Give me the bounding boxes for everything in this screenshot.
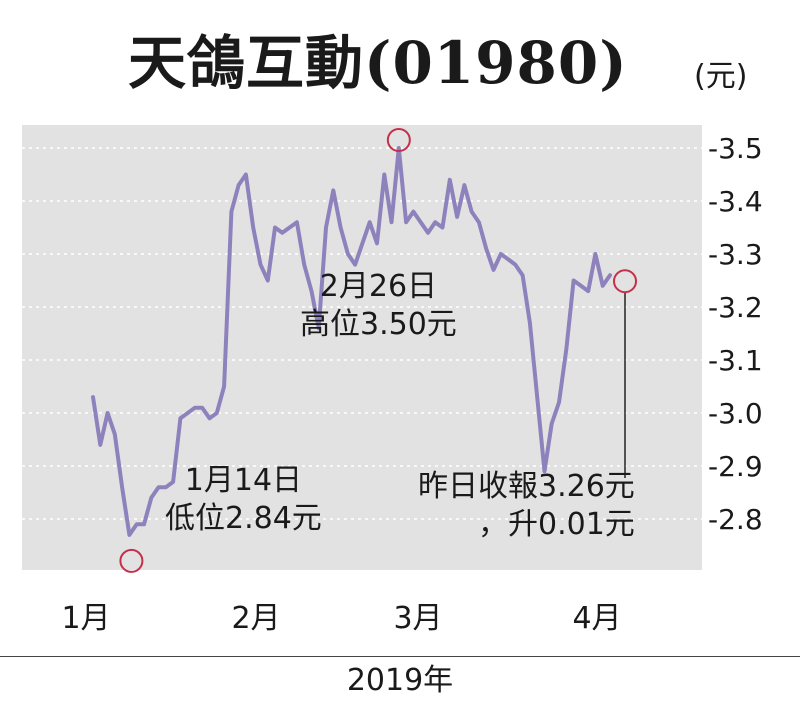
y-axis-unit: (元) xyxy=(694,59,748,94)
high-point-marker xyxy=(386,128,411,152)
y-tick-label: -3.3 xyxy=(708,238,763,271)
close-annotation: 昨日收報3.26元 ，升0.01元 xyxy=(418,468,635,544)
close-annotation-price: 昨日收報3.26元 xyxy=(418,469,635,504)
month-label: 4月 xyxy=(572,601,621,636)
plot-area xyxy=(22,125,702,570)
high-annotation-date: 2月26日 xyxy=(319,269,438,304)
y-tick-label: -3.0 xyxy=(708,397,763,430)
low-annotation-value: 低位2.84元 xyxy=(165,501,322,536)
low-point-marker xyxy=(119,548,144,573)
y-tick-label: -2.9 xyxy=(708,450,763,483)
y-tick-label: -2.8 xyxy=(708,503,763,536)
y-tick-label: -3.5 xyxy=(708,132,763,165)
x-axis-month-labels: 1月 2月 3月 4月 xyxy=(61,601,621,636)
month-label: 1月 xyxy=(61,601,110,636)
low-annotation-date: 1月14日 xyxy=(184,463,303,498)
month-label: 3月 xyxy=(393,601,442,636)
y-axis-ticks: -2.8 -2.9 -3.0 -3.1 -3.2 -3.3 -3.4 -3.5 xyxy=(708,132,763,536)
low-annotation: 1月14日 低位2.84元 xyxy=(165,462,322,538)
x-axis-year: 2019年 xyxy=(0,656,800,705)
y-tick-label: -3.1 xyxy=(708,344,763,377)
grid-lines xyxy=(22,147,702,520)
y-tick-label: -3.2 xyxy=(708,291,763,324)
chart-title: 天鴿互動(01980) xyxy=(128,29,628,97)
month-label: 2月 xyxy=(231,601,280,636)
close-point-marker xyxy=(613,269,637,294)
y-tick-label: -3.4 xyxy=(708,185,763,218)
high-annotation-value: 高位3.50元 xyxy=(300,307,457,342)
price-series-line xyxy=(91,146,612,537)
close-annotation-change: ，升0.01元 xyxy=(478,507,635,542)
high-annotation: 2月26日 高位3.50元 xyxy=(300,268,457,344)
